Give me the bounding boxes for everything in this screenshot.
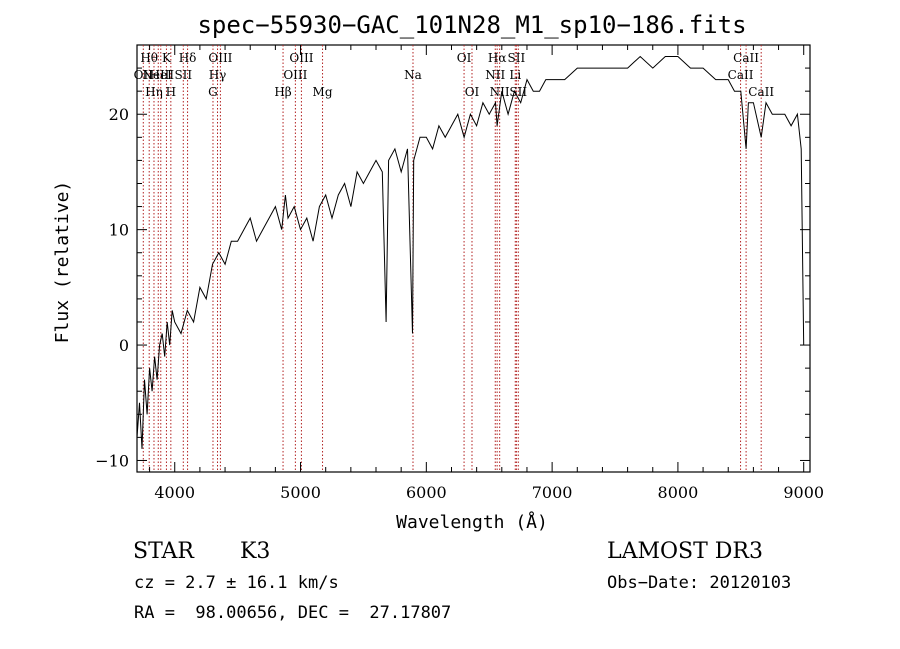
object-class: STAR <box>133 539 194 564</box>
line-label-26: CaII <box>733 51 759 65</box>
survey-name: LAMOST DR3 <box>607 539 763 564</box>
spectral-line-markers <box>142 45 762 472</box>
spectrum-series <box>136 55 805 449</box>
x-tick-label-3: 7000 <box>532 483 573 502</box>
plot-border <box>136 44 811 473</box>
line-label-21: NII <box>490 85 510 99</box>
spectrum-chart: spec−55930−GAC_101N28_M1_sp10−186.fits O… <box>52 11 824 533</box>
line-label-23: SII <box>508 51 526 65</box>
y-tick-label-1: 0 <box>119 336 129 355</box>
redshift-readout: cz = 2.7 ± 16.1 km/s <box>134 573 339 593</box>
line-label-9: G <box>208 85 218 99</box>
line-label-5: K <box>162 51 172 65</box>
line-label-3: NeIII <box>142 68 174 82</box>
x-axis-label: Wavelength (Å) <box>396 511 548 533</box>
line-label-11: OIII <box>208 51 232 65</box>
line-label-6: H <box>166 85 176 99</box>
line-label-10: Hγ <box>209 68 227 82</box>
line-label-22: Li <box>509 68 521 82</box>
line-label-20: Hα <box>488 51 507 65</box>
y-axis-ticks: −10 0 10 20 <box>95 67 810 470</box>
line-label-1: Hθ <box>140 51 158 65</box>
line-label-18: OI <box>465 85 480 99</box>
line-label-25: CaII <box>728 68 754 82</box>
line-label-12: Hβ <box>274 85 291 99</box>
spectrum-line <box>136 55 805 449</box>
y-axis-label: Flux (relative) <box>52 181 73 344</box>
line-label-27: CaII <box>748 85 774 99</box>
x-tick-label-0: 4000 <box>154 483 195 502</box>
line-label-0: OII <box>134 68 154 82</box>
x-tick-label-4: 8000 <box>658 483 699 502</box>
plot-frame <box>136 44 811 473</box>
line-label-14: OIII <box>289 51 313 65</box>
chart-title: spec−55930−GAC_101N28_M1_sp10−186.fits <box>197 11 746 39</box>
y-tick-label-3: 20 <box>109 105 129 124</box>
x-tick-label-1: 5000 <box>280 483 321 502</box>
x-tick-label-2: 6000 <box>406 483 447 502</box>
object-subclass: K3 <box>240 539 271 564</box>
obs-date: Obs−Date: 20120103 <box>607 573 792 593</box>
line-label-15: Mg <box>313 85 333 99</box>
y-tick-label-0: −10 <box>95 451 129 470</box>
line-label-17: OI <box>457 51 472 65</box>
y-tick-label-2: 10 <box>109 221 129 240</box>
line-label-13: OIII <box>283 68 307 82</box>
coordinates: RA = 98.00656, DEC = 27.17807 <box>134 603 452 623</box>
x-axis-ticks: 4000 5000 6000 7000 8000 9000 <box>149 45 824 502</box>
line-label-7: SII <box>174 68 192 82</box>
x-tick-label-5: 9000 <box>783 483 824 502</box>
line-label-4: HeI <box>150 68 173 82</box>
line-label-8: Hδ <box>179 51 197 65</box>
line-label-19: NII <box>485 68 505 82</box>
line-label-2: Hη <box>145 85 163 99</box>
line-label-16: Na <box>404 68 422 82</box>
